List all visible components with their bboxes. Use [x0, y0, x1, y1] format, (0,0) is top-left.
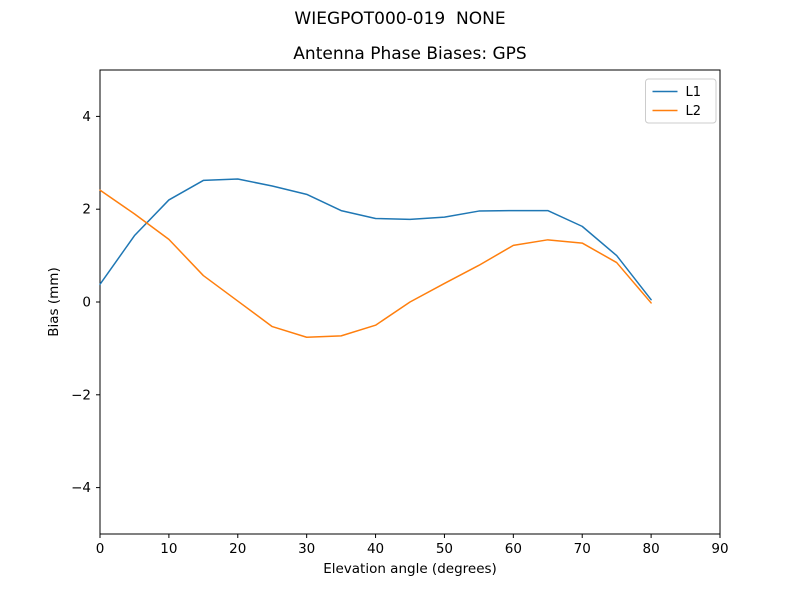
x-tick-label: 10 [160, 541, 177, 557]
x-tick-label: 30 [298, 541, 315, 557]
axes-title: Antenna Phase Biases: GPS [293, 44, 527, 64]
x-tick-label: 80 [643, 541, 660, 557]
y-axis-label: Bias (mm) [46, 267, 62, 336]
legend-entry-L2: L2 [652, 104, 702, 119]
legend-label-L1: L1 [686, 85, 702, 100]
y-tick-label: −2 [71, 387, 91, 403]
legend-label-L2: L2 [686, 104, 702, 119]
y-tick-label: 2 [82, 202, 91, 218]
y-tick-label: 0 [82, 295, 91, 311]
legend-entry-L1: L1 [652, 85, 702, 100]
x-tick-label: 60 [505, 541, 522, 557]
legend-frame [645, 78, 717, 124]
x-tick-label: 90 [711, 541, 728, 557]
y-tick-label: 4 [82, 109, 91, 125]
x-tick-label: 40 [367, 541, 384, 557]
x-tick-label: 20 [229, 541, 246, 557]
x-tick-label: 70 [574, 541, 591, 557]
figure-title: WIEGPOT000-019 NONE [294, 9, 506, 29]
x-tick-label: 50 [436, 541, 453, 557]
series-line-L2 [99, 189, 652, 339]
x-tick-label: 0 [96, 541, 105, 557]
x-axis-label: Elevation angle (degrees) [323, 561, 497, 577]
series-line-L1 [99, 178, 652, 301]
y-tick-label: −4 [71, 480, 91, 496]
